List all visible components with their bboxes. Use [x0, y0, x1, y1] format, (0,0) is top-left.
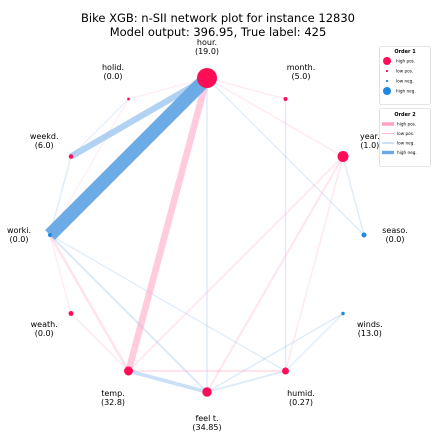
node-value-hour: (19.0) [195, 47, 219, 56]
legend-order2-title: Order 2 [394, 112, 416, 118]
node-weath [68, 311, 74, 316]
edge-hour-month [206, 77, 286, 100]
node-label-month: month. [287, 63, 316, 72]
node-month [283, 97, 288, 101]
node-label-holid: holid. [102, 63, 124, 72]
node-worki [48, 233, 52, 237]
edge-year-humid [284, 156, 344, 372]
node-winds [341, 311, 345, 316]
node-value-humid: (0.27) [289, 398, 313, 407]
node-label-worki: worki. [7, 226, 31, 235]
edge-holid-weekd [70, 98, 129, 157]
node-value-winds: (13.0) [358, 329, 382, 338]
legend-order1-label-0: high pos. [396, 59, 415, 64]
node-value-holid: (0.0) [104, 72, 123, 81]
node-label-humid: humid. [287, 389, 315, 398]
edge-worki-humid [49, 234, 286, 372]
node-label-seaso: seaso. [382, 226, 407, 235]
legend-order1-marker-0 [383, 57, 391, 65]
legend-order2-label-0: high pos. [397, 122, 416, 127]
node-holid [127, 97, 130, 101]
edge-feel-t-year [206, 155, 344, 393]
legend-order2-label-2: low neg. [397, 141, 415, 146]
legend-order1-title: Order 1 [394, 49, 416, 55]
node-value-year: (1.0) [360, 141, 379, 150]
edge-temp-feel-t [128, 369, 208, 394]
node-value-temp: (32.8) [101, 398, 125, 407]
node-seaso [361, 232, 367, 238]
edge-worki-feel-t [49, 234, 208, 393]
node-label-weath: weath. [31, 320, 58, 329]
legend-order1-label-3: high neg. [396, 89, 416, 94]
labels-layer: hour.(19.0)month.(5.0)year.(1.0)seaso.(0… [7, 38, 408, 432]
legend-order2: Order 2 high pos. low pos. low neg. high neg… [379, 108, 431, 167]
edge-worki-weath [49, 234, 72, 314]
edges-layer [45, 73, 365, 394]
edge-winds-feel-t [206, 312, 344, 393]
node-value-seaso: (0.0) [386, 235, 405, 244]
legend-order2-label-3: high neg. [397, 150, 417, 155]
edge-hour-worki [45, 73, 212, 240]
node-label-feel-t: feel t. [195, 414, 218, 423]
node-value-month: (5.0) [292, 72, 311, 81]
legend-order2-label-1: low pos. [397, 131, 414, 136]
edge-temp-year [127, 155, 344, 372]
node-value-feel-t: (34.85) [192, 423, 221, 432]
legend-order1-label-2: low neg. [396, 79, 414, 84]
edge-worki-temp [48, 234, 130, 372]
edge-year-seaso [342, 156, 365, 236]
edge-feel-t-humid [206, 370, 286, 393]
edge-hour-temp [125, 77, 211, 372]
node-value-worki: (0.0) [10, 235, 29, 244]
legend-order1-box [379, 46, 431, 105]
legend-order1-label-1: low pos. [396, 69, 413, 74]
legend-order1-marker-2 [385, 79, 389, 83]
node-label-winds: winds. [357, 320, 383, 329]
chart-title: Bike XGB: n-SII network plot for instanc… [81, 11, 355, 25]
edge-hour-seaso [206, 77, 365, 236]
edge-humid-winds [285, 313, 344, 372]
node-humid [282, 367, 289, 375]
node-value-weekd: (6.0) [35, 141, 54, 150]
node-hour [197, 68, 217, 88]
edge-weath-temp [70, 312, 130, 372]
node-label-temp: temp. [101, 389, 124, 398]
legend-order1-marker-1 [385, 69, 389, 73]
legend: Order 1 high pos. low pos. low neg. high neg… [379, 46, 431, 167]
node-weekd [68, 154, 74, 159]
edge-hour-year [206, 77, 344, 158]
node-feel-t [202, 387, 212, 397]
legend-order1: Order 1 high pos. low pos. low neg. high neg… [379, 46, 431, 105]
node-label-weekd: weekd. [30, 132, 59, 141]
node-value-weath: (0.0) [35, 329, 54, 338]
legend-order1-marker-3 [383, 87, 391, 95]
node-label-hour: hour. [197, 38, 217, 47]
nodes-layer [48, 68, 367, 397]
node-year [337, 151, 349, 162]
node-temp [124, 366, 133, 376]
chart-subtitle: Model output: 396.95, True label: 425 [110, 25, 327, 39]
node-label-year: year. [360, 132, 380, 141]
